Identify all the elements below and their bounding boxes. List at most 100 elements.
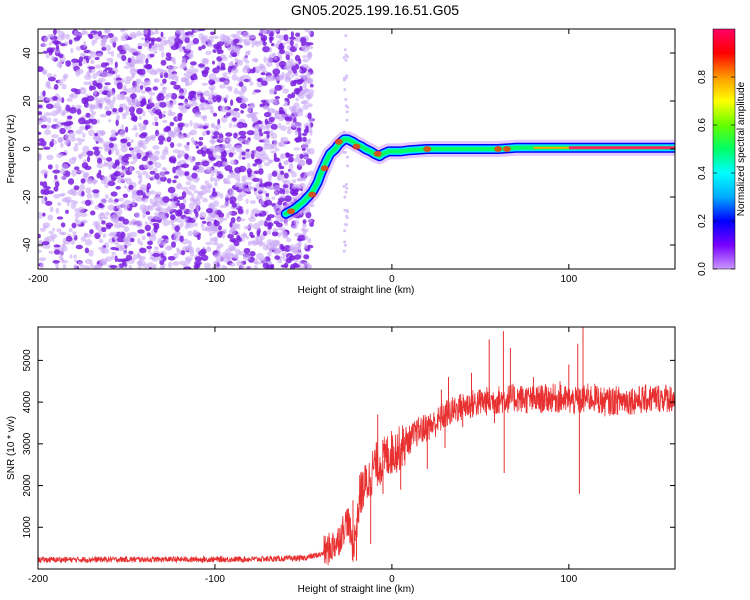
noise-point — [55, 265, 60, 269]
noise-point — [163, 146, 169, 153]
noise-point — [90, 210, 96, 216]
noise-point — [195, 202, 199, 210]
noise-point — [307, 219, 313, 223]
noise-point — [153, 70, 159, 75]
noise-point — [269, 88, 277, 93]
noise-point — [168, 156, 177, 164]
noise-point — [191, 97, 197, 104]
noise-point — [183, 144, 189, 149]
noise-point — [212, 112, 218, 117]
noise-point — [268, 159, 274, 163]
noise-point — [282, 179, 288, 184]
noise-point — [213, 220, 220, 227]
noise-point — [82, 173, 87, 178]
noise-point — [263, 143, 268, 151]
noise-point — [288, 52, 293, 56]
noise-point — [302, 104, 309, 110]
noise-point — [121, 163, 129, 167]
noise-point — [125, 76, 133, 82]
noise-point — [152, 159, 157, 165]
noise-point — [84, 258, 93, 264]
noise-point — [288, 156, 294, 163]
noise-point — [144, 221, 148, 226]
noise-point — [94, 56, 100, 61]
noise-point — [140, 32, 144, 36]
noise-point — [118, 216, 125, 222]
noise-point — [216, 243, 224, 249]
noise-point — [214, 94, 222, 101]
noise-point — [139, 139, 143, 146]
noise-point — [130, 93, 137, 99]
noise-point — [116, 82, 123, 90]
noise-point — [213, 253, 221, 258]
noise-point — [191, 68, 199, 74]
noise-point — [81, 190, 85, 197]
noise-point — [129, 166, 134, 173]
noise-point — [213, 260, 219, 267]
noise-point — [140, 37, 146, 41]
noise-point — [242, 67, 250, 74]
noise-point — [45, 103, 54, 110]
noise-point — [258, 163, 263, 169]
noise-point — [344, 97, 348, 101]
noise-point — [197, 29, 206, 32]
noise-point — [153, 50, 158, 54]
noise-point — [177, 116, 182, 122]
noise-point — [160, 59, 167, 66]
noise-point — [189, 250, 195, 257]
noise-point — [38, 212, 43, 219]
noise-point — [277, 175, 285, 181]
noise-point — [57, 202, 62, 206]
noise-point — [146, 232, 151, 237]
noise-point — [145, 211, 151, 215]
noise-point — [225, 194, 229, 199]
noise-point — [231, 74, 238, 81]
noise-point — [302, 82, 307, 89]
noise-point — [263, 131, 271, 135]
noise-point — [343, 88, 347, 92]
noise-point — [262, 244, 269, 251]
noise-point — [51, 110, 58, 117]
noise-point — [53, 244, 61, 248]
noise-point — [103, 161, 107, 166]
noise-point — [345, 223, 348, 227]
noise-point — [264, 118, 269, 126]
noise-point — [245, 236, 249, 240]
noise-point — [209, 110, 215, 114]
noise-point — [162, 168, 168, 172]
noise-point — [282, 188, 286, 195]
noise-point — [104, 194, 109, 199]
snr-ticks: -200 -100 0 100 1000 2000 3000 4000 5000 — [22, 327, 675, 585]
noise-point — [217, 147, 224, 153]
noise-point — [148, 160, 153, 165]
noise-point — [279, 34, 283, 41]
noise-point — [52, 96, 58, 101]
noise-point — [284, 97, 289, 102]
noise-point — [224, 165, 233, 172]
noise-point — [290, 121, 298, 128]
noise-point — [227, 192, 235, 196]
y-tick-label: 3000 — [22, 432, 33, 455]
spectrogram-xlabel: Height of straight line (km) — [298, 285, 415, 296]
noise-point — [146, 64, 153, 70]
noise-point — [64, 196, 72, 202]
noise-point — [259, 29, 268, 35]
noise-point — [230, 217, 236, 224]
noise-point — [119, 130, 126, 137]
noise-point — [140, 151, 147, 156]
noise-point — [88, 55, 92, 61]
noise-point — [123, 226, 130, 233]
noise-point — [172, 179, 177, 184]
noise-point — [198, 137, 204, 141]
noise-point — [236, 236, 242, 243]
noise-point — [193, 177, 199, 183]
noise-point — [217, 118, 221, 125]
noise-point — [38, 66, 44, 73]
noise-point — [160, 154, 166, 160]
noise-point — [177, 134, 186, 139]
noise-point — [65, 235, 73, 242]
noise-point — [146, 186, 150, 193]
noise-point — [257, 213, 263, 217]
noise-point — [286, 129, 292, 135]
noise-point — [78, 154, 82, 160]
